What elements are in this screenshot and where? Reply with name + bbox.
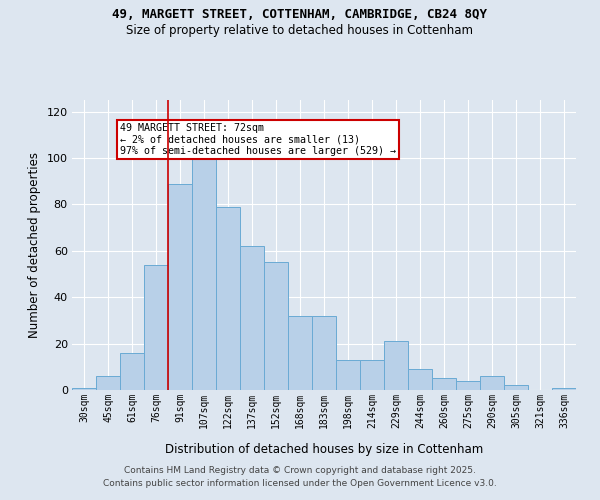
Bar	[480, 376, 504, 390]
Bar	[384, 342, 408, 390]
Text: Distribution of detached houses by size in Cottenham: Distribution of detached houses by size …	[165, 442, 483, 456]
Text: 49 MARGETT STREET: 72sqm
← 2% of detached houses are smaller (13)
97% of semi-de: 49 MARGETT STREET: 72sqm ← 2% of detache…	[120, 123, 396, 156]
Bar	[72, 388, 96, 390]
Bar	[192, 158, 216, 390]
Bar	[408, 369, 432, 390]
Bar	[216, 206, 240, 390]
Bar	[456, 380, 480, 390]
Bar	[552, 388, 576, 390]
Bar	[264, 262, 288, 390]
Bar	[288, 316, 312, 390]
Text: Size of property relative to detached houses in Cottenham: Size of property relative to detached ho…	[127, 24, 473, 37]
Text: 49, MARGETT STREET, COTTENHAM, CAMBRIDGE, CB24 8QY: 49, MARGETT STREET, COTTENHAM, CAMBRIDGE…	[113, 8, 487, 20]
Bar	[504, 386, 528, 390]
Bar	[312, 316, 336, 390]
Bar	[336, 360, 360, 390]
Bar	[240, 246, 264, 390]
Bar	[168, 184, 192, 390]
Bar	[144, 264, 168, 390]
Y-axis label: Number of detached properties: Number of detached properties	[28, 152, 41, 338]
Bar	[120, 353, 144, 390]
Bar	[432, 378, 456, 390]
Bar	[360, 360, 384, 390]
Text: Contains HM Land Registry data © Crown copyright and database right 2025.
Contai: Contains HM Land Registry data © Crown c…	[103, 466, 497, 487]
Bar	[96, 376, 120, 390]
